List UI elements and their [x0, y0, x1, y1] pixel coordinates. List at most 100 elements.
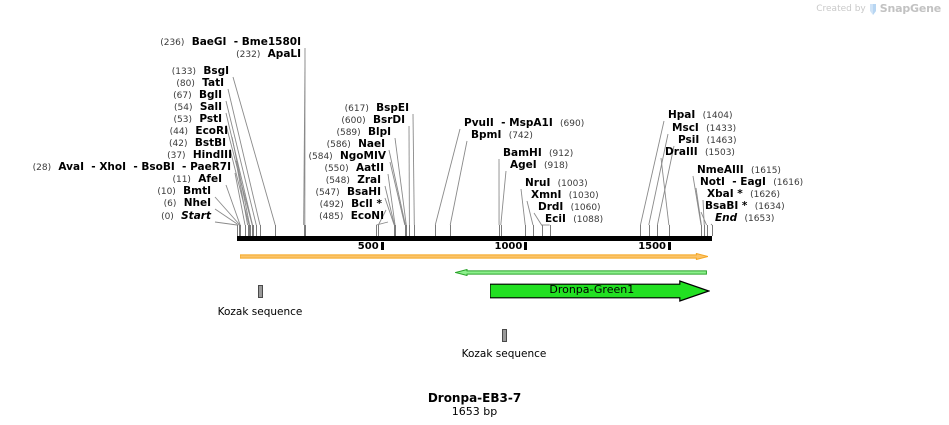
enzyme-name: AatII [355, 162, 384, 174]
enzyme-name: ZraI [357, 174, 381, 186]
enzyme-label-pvuii-group[interactable]: PvuII - MspA1I (690) [464, 118, 584, 130]
enzyme-position: (617) [344, 104, 369, 114]
leader-line [640, 120, 665, 226]
enzyme-label-nrui[interactable]: NruI (1003) [525, 178, 588, 190]
enzyme-position: (1404) [702, 111, 733, 121]
enzyme-names: BglI [199, 89, 222, 101]
enzyme-position: (42) [169, 139, 188, 149]
page-title: Dronpa-EB3-7 [427, 391, 522, 405]
enzyme-names: HindIII [193, 149, 232, 161]
enzyme-label-hpai[interactable]: HpaI (1404) [668, 110, 733, 122]
enzyme-names: NmeAIII [697, 164, 744, 176]
restriction-site-tick [249, 225, 251, 236]
enzyme-name: BaeGI [191, 36, 227, 48]
enzyme-label-psii[interactable]: PsiI (1463) [678, 135, 737, 147]
enzyme-label-sali[interactable]: (54) SalI [174, 102, 222, 114]
enzyme-label-msci[interactable]: MscI (1433) [672, 123, 736, 135]
enzyme-label-bamhi[interactable]: BamHI (912) [503, 148, 573, 160]
enzyme-name: EagI [740, 176, 766, 188]
enzyme-position: (600) [341, 116, 366, 126]
enzyme-label-naei[interactable]: (586) NaeI [327, 139, 385, 151]
enzyme-label-bstbi[interactable]: (42) BstBI [169, 138, 226, 150]
enzyme-label-nhei[interactable]: (6) NheI [164, 198, 211, 210]
leader-line [387, 173, 396, 226]
enzyme-label-xbai[interactable]: XbaI * (1626) [707, 189, 780, 201]
enzyme-label-drdi[interactable]: DrdI (1060) [538, 202, 601, 214]
enzyme-names: DrdI [538, 201, 563, 213]
enzyme-label-draiii[interactable]: DraIII (1503) [665, 147, 735, 159]
enzyme-position: (918) [543, 161, 569, 171]
enzyme-label-zrai[interactable]: (548) ZraI [326, 175, 381, 187]
enzyme-name: PaeR7I [190, 161, 231, 173]
enzyme-names: BclI * [351, 198, 382, 210]
enzyme-label-noti-group[interactable]: NotI - EagI (1616) [700, 177, 803, 189]
enzyme-position: (1634) [754, 202, 785, 212]
enzyme-names: ApaLI [268, 48, 301, 60]
enzyme-position: (1653) [744, 214, 775, 224]
restriction-site-tick [394, 225, 396, 236]
enzyme-name: BsoBI [141, 161, 175, 173]
feature-orange-arrow[interactable] [239, 253, 709, 260]
enzyme-label-afei[interactable]: (11) AfeI [172, 174, 222, 186]
leader-line [229, 148, 250, 226]
leader-line [389, 161, 406, 226]
enzyme-name: HindIII [192, 149, 232, 161]
enzyme-label-avai-group[interactable]: (28) AvaI - XhoI - BsoBI - PaeR7I [33, 162, 231, 174]
feature-light-green-arrow[interactable] [455, 269, 707, 276]
kozak-marker-label: Kozak sequence [217, 306, 303, 318]
enzyme-label-nmeaiii[interactable]: NmeAIII (1615) [697, 165, 781, 177]
enzyme-label-bsgi[interactable]: (133) BsgI [172, 66, 229, 78]
enzyme-name: EcoNI [350, 210, 384, 222]
enzyme-label-bcli[interactable]: (492) BclI * [320, 199, 382, 211]
enzyme-label-baegi[interactable]: (236) BaeGI - Bme1580I [160, 37, 301, 49]
enzyme-position: (80) [176, 79, 195, 89]
enzyme-label-bmti[interactable]: (10) BmtI [157, 186, 211, 198]
kozak-marker-tick[interactable] [502, 329, 507, 342]
enzyme-position: (548) [325, 176, 350, 186]
watermark-prefix: Created by [816, 3, 866, 14]
enzyme-label-psti[interactable]: (53) PstI [174, 114, 222, 126]
enzyme-label-apali[interactable]: (232) ApaLI [236, 49, 301, 61]
enzyme-name: NaeI [358, 138, 385, 150]
enzyme-position: (1503) [705, 148, 735, 158]
enzyme-label-hindiii[interactable]: (37) HindIII [167, 150, 232, 162]
enzyme-name: BspEI [376, 102, 409, 114]
enzyme-position: (236) [160, 38, 185, 48]
enzyme-label-ecori[interactable]: (44) EcoRI [170, 126, 228, 138]
enzyme-label-ngomiv[interactable]: (584) NgoMIV [308, 151, 386, 163]
enzyme-names: NaeI [358, 138, 385, 150]
enzyme-label-bsrdi[interactable]: (600) BsrDI [341, 115, 405, 127]
enzyme-position: (485) [319, 212, 344, 222]
enzyme-label-ecii[interactable]: EciI (1088) [545, 214, 603, 226]
enzyme-position: (10) [157, 187, 176, 197]
enzyme-label-bgli[interactable]: (67) BglI [173, 90, 222, 102]
snapgene-logo-icon [869, 3, 877, 16]
restriction-site-tick [657, 225, 659, 236]
enzyme-name: NotI [700, 176, 725, 188]
enzyme-label-end[interactable]: End (1653) [715, 213, 774, 225]
enzyme-names: EciI [545, 213, 566, 225]
enzyme-label-tati[interactable]: (80) TatI [176, 78, 224, 90]
leader-line [227, 88, 261, 226]
ruler-tick-mark [380, 242, 384, 250]
enzyme-label-econi[interactable]: (485) EcoNI [319, 211, 384, 223]
restriction-site-tick [500, 225, 502, 236]
leader-line [384, 197, 395, 226]
enzyme-label-bpmi[interactable]: BpmI (742) [471, 130, 533, 142]
restriction-site-tick [435, 225, 437, 236]
enzyme-label-blpi[interactable]: (589) BlpI [336, 127, 391, 139]
kozak-marker-tick[interactable] [258, 285, 263, 298]
restriction-site-tick [668, 225, 670, 236]
enzyme-label-bspei[interactable]: (617) BspEI [345, 103, 409, 115]
enzyme-names: BaeGI - Bme1580I [192, 36, 301, 48]
enzyme-label-agei[interactable]: AgeI (918) [510, 160, 568, 172]
enzyme-label-bsahi[interactable]: (547) BsaHI [315, 187, 381, 199]
restriction-site-tick [376, 225, 378, 236]
enzyme-names: BamHI [503, 147, 542, 159]
enzyme-label-xmni[interactable]: XmnI (1030) [531, 190, 599, 202]
feature-dronpa-green1[interactable] [489, 280, 710, 302]
enzyme-label-aatii[interactable]: (550) AatII [324, 163, 384, 175]
enzyme-label-start[interactable]: (0) Start [161, 211, 211, 223]
enzyme-label-bsabi[interactable]: BsaBI * (1634) [705, 201, 785, 213]
enzyme-position: (67) [173, 91, 192, 101]
